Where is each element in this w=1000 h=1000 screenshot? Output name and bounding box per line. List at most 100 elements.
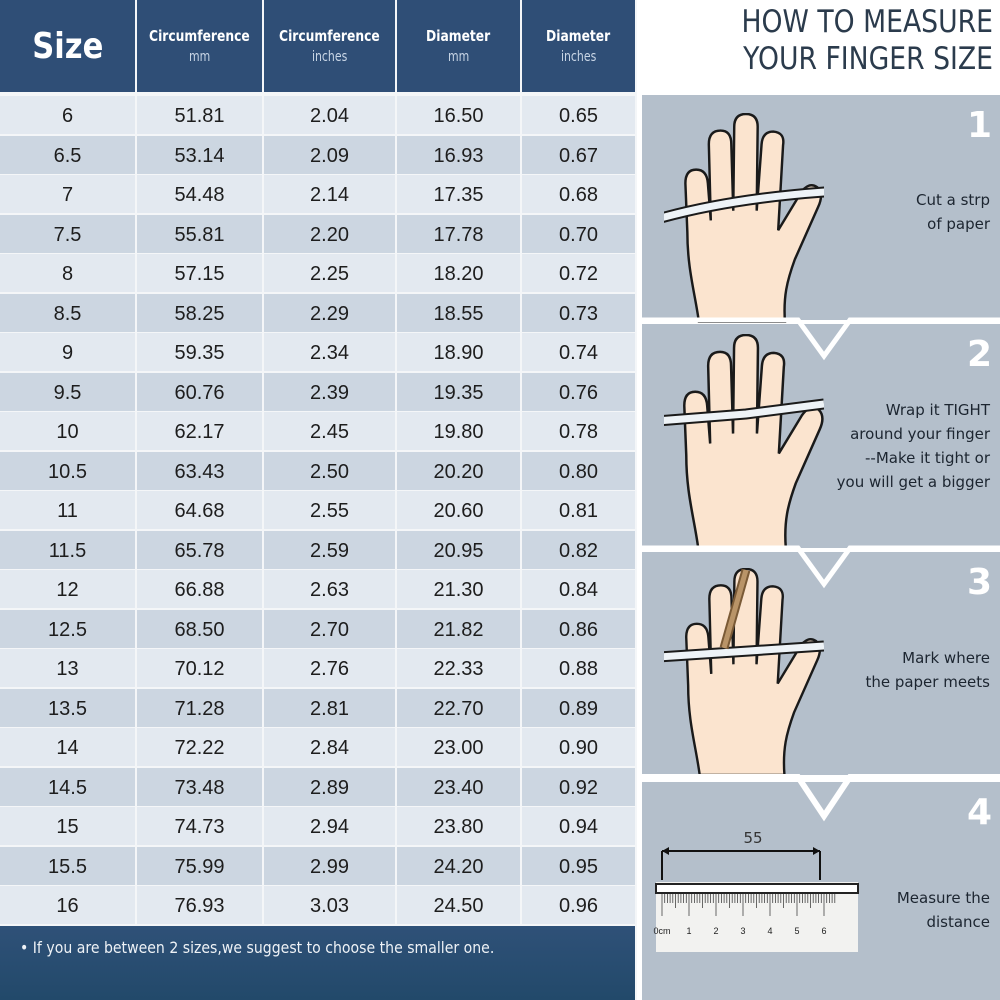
ruler-tick-label: 2 bbox=[713, 926, 718, 936]
table-cell: 23.40 bbox=[397, 767, 520, 806]
table-cell: 22.33 bbox=[397, 649, 520, 687]
ruler-tick-label: 4 bbox=[767, 926, 772, 936]
table-cell: 2.84 bbox=[264, 728, 395, 766]
table-cell: 0.95 bbox=[522, 846, 635, 885]
table-cell: 0.78 bbox=[522, 412, 635, 450]
table-cell: 54.48 bbox=[137, 175, 262, 213]
ruler-tick-label: 1 bbox=[686, 926, 691, 936]
table-row: 13 70.12 2.76 22.33 0.88 bbox=[0, 649, 637, 687]
step-line: --Make it tight or bbox=[865, 449, 990, 467]
table-cell: 0.92 bbox=[522, 767, 635, 806]
table-cell: 20.95 bbox=[397, 530, 520, 569]
table-cell: 0.86 bbox=[522, 609, 635, 648]
step-line: around your finger bbox=[850, 425, 990, 443]
step-line: the paper meets bbox=[865, 673, 990, 691]
header-diameter-inches: Diameter inches bbox=[522, 0, 635, 92]
table-row: 11 64.68 2.55 20.60 0.81 bbox=[0, 491, 637, 529]
ruler-tick-label: 0cm bbox=[653, 926, 670, 936]
header-diameter-mm: Diameter mm bbox=[397, 0, 520, 92]
table-cell: 10.5 bbox=[0, 451, 135, 490]
table-cell: 2.55 bbox=[264, 491, 395, 529]
table-cell: 24.50 bbox=[397, 886, 520, 924]
ruler-tick-label: 3 bbox=[740, 926, 745, 936]
table-row: 7 54.48 2.14 17.35 0.68 bbox=[0, 175, 637, 213]
table-cell: 2.99 bbox=[264, 846, 395, 885]
table-cell: 9 bbox=[0, 333, 135, 371]
table-cell: 12.5 bbox=[0, 609, 135, 648]
table-row: 14 72.22 2.84 23.00 0.90 bbox=[0, 728, 637, 766]
table-cell: 2.39 bbox=[264, 372, 395, 411]
table-row: 9.5 60.76 2.39 19.35 0.76 bbox=[0, 372, 637, 411]
table-row: 15.5 75.99 2.99 24.20 0.95 bbox=[0, 846, 637, 885]
table-cell: 0.96 bbox=[522, 886, 635, 924]
ruler-illustration: 55 0cm 1 2 3 4 5 6 bbox=[653, 829, 859, 952]
table-cell: 11.5 bbox=[0, 530, 135, 569]
table-cell: 0.70 bbox=[522, 214, 635, 253]
header-circumference-mm: Circumference mm bbox=[137, 0, 262, 92]
table-cell: 14.5 bbox=[0, 767, 135, 806]
table-cell: 0.72 bbox=[522, 254, 635, 292]
table-cell: 60.76 bbox=[137, 372, 262, 411]
step-text: Cut a strp of paper bbox=[916, 188, 990, 236]
table-cell: 16.93 bbox=[397, 135, 520, 174]
step-text: Measure the distance bbox=[897, 886, 990, 934]
table-cell: 15 bbox=[0, 807, 135, 845]
table-cell: 18.90 bbox=[397, 333, 520, 371]
step-number: 3 bbox=[966, 562, 992, 603]
ring-size-table: Size Circumference mm Circumference inches… bbox=[0, 0, 637, 1000]
table-cell: 12 bbox=[0, 570, 135, 608]
header-title: Diameter bbox=[426, 27, 491, 45]
table-cell: 75.99 bbox=[137, 846, 262, 885]
table-cell: 21.82 bbox=[397, 609, 520, 648]
step-text: Mark where the paper meets bbox=[865, 646, 990, 694]
table-cell: 16 bbox=[0, 886, 135, 924]
table-cell: 0.89 bbox=[522, 688, 635, 727]
paper-strip bbox=[655, 883, 859, 894]
table-cell: 16.50 bbox=[397, 96, 520, 134]
table-cell: 2.63 bbox=[264, 570, 395, 608]
table-cell: 63.43 bbox=[137, 451, 262, 490]
table-cell: 0.74 bbox=[522, 333, 635, 371]
measurement-label: 55 bbox=[743, 829, 762, 847]
table-cell: 2.45 bbox=[264, 412, 395, 450]
step-number: 4 bbox=[966, 792, 992, 833]
table-row: 15 74.73 2.94 23.80 0.94 bbox=[0, 807, 637, 845]
table-cell: 64.68 bbox=[137, 491, 262, 529]
table-cell: 0.81 bbox=[522, 491, 635, 529]
header-title: Circumference bbox=[149, 27, 250, 45]
table-cell: 24.20 bbox=[397, 846, 520, 885]
table-cell: 0.76 bbox=[522, 372, 635, 411]
table-row: 6.5 53.14 2.09 16.93 0.67 bbox=[0, 135, 637, 174]
table-cell: 0.84 bbox=[522, 570, 635, 608]
step-line: Cut a strp bbox=[916, 191, 990, 209]
table-cell: 2.09 bbox=[264, 135, 395, 174]
table-row: 9 59.35 2.34 18.90 0.74 bbox=[0, 333, 637, 371]
table-cell: 20.20 bbox=[397, 451, 520, 490]
table-cell: 0.80 bbox=[522, 451, 635, 490]
table-row: 16 76.93 3.03 24.50 0.96 bbox=[0, 886, 637, 924]
footnote-text: • If you are between 2 sizes,we suggest … bbox=[20, 938, 495, 957]
table-cell: 8 bbox=[0, 254, 135, 292]
table-cell: 6.5 bbox=[0, 135, 135, 174]
table-cell: 13 bbox=[0, 649, 135, 687]
table-cell: 23.80 bbox=[397, 807, 520, 845]
table-cell: 17.35 bbox=[397, 175, 520, 213]
table-cell: 51.81 bbox=[137, 96, 262, 134]
table-cell: 2.94 bbox=[264, 807, 395, 845]
table-row: 6 51.81 2.04 16.50 0.65 bbox=[0, 96, 637, 134]
table-cell: 66.88 bbox=[137, 570, 262, 608]
table-cell: 70.12 bbox=[137, 649, 262, 687]
table-row: 12 66.88 2.63 21.30 0.84 bbox=[0, 570, 637, 608]
table-cell: 2.20 bbox=[264, 214, 395, 253]
table-cell: 7 bbox=[0, 175, 135, 213]
step-2-panel: 2 Wrap it TIGHT around your finger --Make … bbox=[642, 324, 1000, 548]
table-cell: 14 bbox=[0, 728, 135, 766]
table-row: 12.5 68.50 2.70 21.82 0.86 bbox=[0, 609, 637, 648]
table-cell: 19.80 bbox=[397, 412, 520, 450]
table-cell: 20.60 bbox=[397, 491, 520, 529]
table-cell: 2.50 bbox=[264, 451, 395, 490]
step-number: 2 bbox=[966, 334, 992, 375]
step-line: distance bbox=[926, 913, 990, 931]
table-cell: 2.89 bbox=[264, 767, 395, 806]
header-unit: mm bbox=[188, 49, 211, 65]
